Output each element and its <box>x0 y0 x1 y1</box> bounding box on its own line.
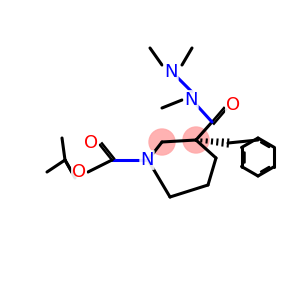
Text: N: N <box>184 91 198 109</box>
Text: N: N <box>164 63 178 81</box>
Text: O: O <box>84 134 98 152</box>
Text: O: O <box>226 96 240 114</box>
Text: O: O <box>72 163 86 181</box>
Circle shape <box>149 129 175 155</box>
Text: N: N <box>140 151 154 169</box>
Circle shape <box>183 127 209 153</box>
